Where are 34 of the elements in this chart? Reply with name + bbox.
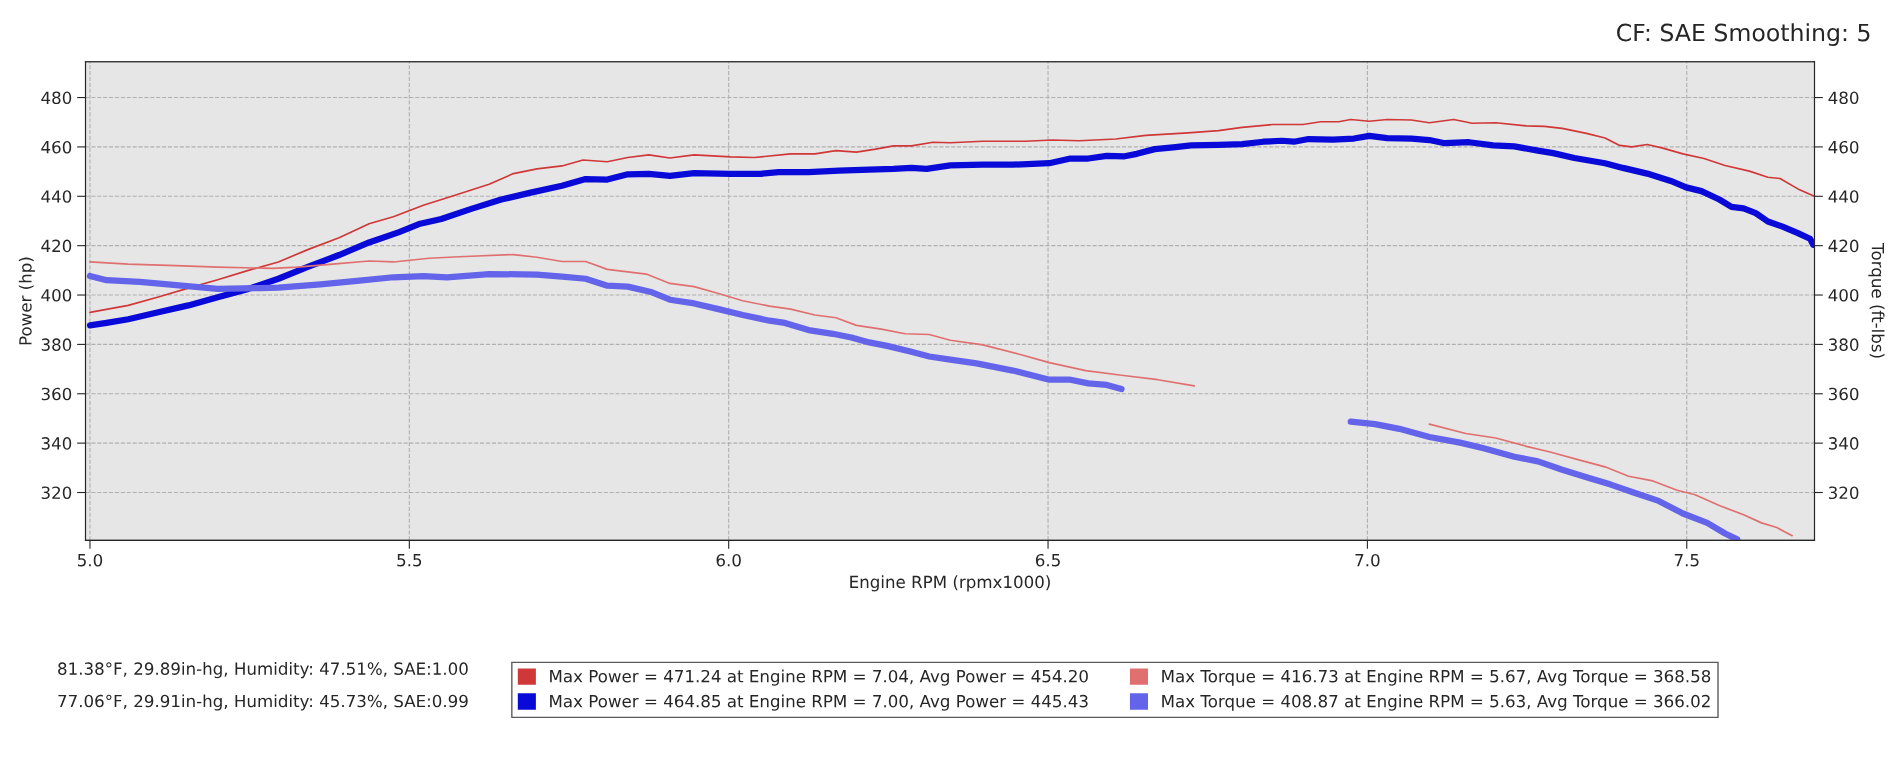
y2-tick-label: 480 — [1828, 91, 1859, 105]
x-tick-label: 5.0 — [78, 553, 103, 567]
y2-tick-label: 400 — [1828, 288, 1859, 302]
y-axis-title: Power (hp) — [18, 257, 35, 345]
x-axis-title: Engine RPM (rpmx1000) — [850, 575, 1050, 592]
y2-tick-label: 440 — [1828, 190, 1859, 203]
x-tick-label: 5.5 — [397, 554, 422, 567]
y-tick-label: 360 — [41, 387, 72, 401]
y2-tick-label: 380 — [1828, 338, 1859, 351]
y2-tick-label: 460 — [1828, 140, 1859, 154]
legend-label: Max Power = 471.24 at Engine RPM = 7.04, Avg Power = 454.20 — [550, 669, 1088, 686]
legend-label: Max Torque = 408.87 at Engine RPM = 5.63, Avg Torque = 366.02 — [1162, 694, 1710, 711]
y-tick-label: 480 — [41, 91, 72, 105]
y-tick-label: 440 — [41, 190, 72, 203]
y-tick-label: 340 — [41, 437, 72, 450]
legend-label: Max Torque = 416.73 at Engine RPM = 5.67, Avg Torque = 368.58 — [1162, 669, 1711, 686]
y2-tick-label: 420 — [1828, 239, 1859, 253]
y2-axis-title: Torque (ft-lbs) — [1868, 243, 1885, 358]
y2-tick-label: 320 — [1828, 486, 1859, 500]
y2-tick-label: 360 — [1828, 387, 1859, 401]
text: 81.38°F, 29.89in-hg, Humidity: 47.51%, SAE:1.00 — [58, 662, 468, 679]
y2-tick-label: 340 — [1828, 437, 1859, 450]
y-tick-label: 400 — [41, 288, 72, 302]
y-tick-label: 380 — [41, 338, 72, 351]
text: CF: SAE Smoothing: 5 — [1617, 23, 1870, 47]
y-tick-label: 460 — [41, 140, 72, 154]
x-tick-label: 6.0 — [716, 553, 741, 567]
x-tick-label: 6.5 — [1035, 553, 1060, 567]
x-tick-label: 7.0 — [1355, 553, 1380, 567]
y-tick-label: 420 — [41, 239, 72, 253]
text: 77.06°F, 29.91in-hg, Humidity: 45.73%, SAE:0.99 — [58, 694, 468, 711]
y-tick-label: 320 — [41, 486, 72, 500]
legend-label: Max Power = 464.85 at Engine RPM = 7.00, Avg Power = 445.43 — [550, 694, 1088, 711]
x-tick-label: 7.5 — [1674, 554, 1699, 567]
